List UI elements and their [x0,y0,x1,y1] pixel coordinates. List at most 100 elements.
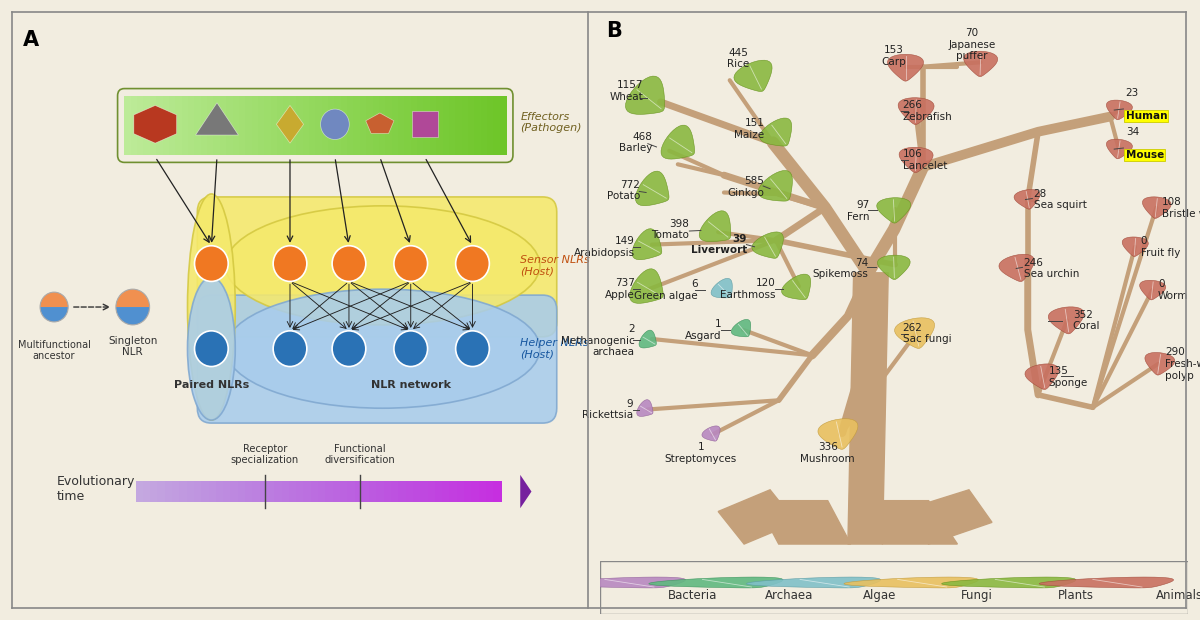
Text: 149
Arabidopsis: 149 Arabidopsis [574,236,635,257]
Bar [486,481,494,502]
Polygon shape [877,198,911,223]
Text: Receptor
specialization: Receptor specialization [230,444,299,466]
Polygon shape [134,105,176,143]
Bar [474,95,482,155]
Bar [296,95,304,155]
Polygon shape [844,577,978,588]
Text: 352
Coral: 352 Coral [1073,310,1100,331]
Bar [289,481,298,502]
Text: 39
Liverwort: 39 Liverwort [691,234,746,255]
Polygon shape [877,255,910,280]
Text: 0
Worm: 0 Worm [1158,280,1188,301]
Bar [169,95,176,155]
Bar [172,481,180,502]
Polygon shape [818,418,858,449]
Text: Algae: Algae [863,588,896,601]
Bar [290,95,298,155]
Polygon shape [700,211,731,242]
Circle shape [394,246,427,281]
Bar [427,481,436,502]
Text: B: B [606,20,622,40]
Polygon shape [649,577,784,588]
Text: Bacteria: Bacteria [667,588,716,601]
Circle shape [456,331,490,366]
Bar [464,481,473,502]
Bar [457,481,466,502]
Bar [370,481,378,502]
Polygon shape [1145,353,1175,375]
Bar [430,95,437,155]
Text: 398
Tomato: 398 Tomato [652,219,689,240]
Bar [410,95,419,155]
Bar [311,481,319,502]
Bar [208,95,215,155]
Bar [143,481,151,502]
Text: 0
Fruit fly: 0 Fruit fly [1141,236,1180,257]
Text: Fungi: Fungi [960,588,992,601]
FancyBboxPatch shape [600,561,1188,614]
Bar [347,481,355,502]
Text: 153
Carp: 153 Carp [882,45,906,66]
Bar [332,481,341,502]
Bar [442,481,451,502]
Bar [230,481,239,502]
Text: 135
Sponge: 135 Sponge [1049,366,1087,388]
Bar [137,95,144,155]
Text: 28
Sea squirt: 28 Sea squirt [1033,188,1086,210]
Bar [216,481,224,502]
Polygon shape [1106,139,1133,159]
Polygon shape [636,171,668,206]
Wedge shape [116,307,150,325]
Bar [296,481,305,502]
Text: 737
Apple: 737 Apple [605,278,635,300]
Bar [188,95,196,155]
Text: 445
Rice: 445 Rice [727,48,750,69]
Bar [398,481,407,502]
Text: Helper NLRs
(Host): Helper NLRs (Host) [521,338,589,360]
Polygon shape [899,148,934,172]
Polygon shape [551,577,685,588]
Bar [275,481,283,502]
Bar [436,95,444,155]
Text: 70
Japanese
puffer: 70 Japanese puffer [948,28,996,61]
Text: Evolutionary
time: Evolutionary time [56,475,136,503]
Bar [420,481,428,502]
Bar [164,481,173,502]
Bar [175,95,182,155]
Polygon shape [712,278,732,298]
Text: 74
Spikemoss: 74 Spikemoss [812,258,868,279]
Ellipse shape [187,277,235,420]
Bar [354,95,361,155]
Text: Animals: Animals [1156,588,1200,601]
Bar [362,481,371,502]
FancyBboxPatch shape [197,197,557,337]
Text: 262
Sac fungi: 262 Sac fungi [902,323,952,344]
Bar [341,95,348,155]
Polygon shape [625,76,665,114]
FancyBboxPatch shape [412,112,438,137]
Bar [223,481,232,502]
Bar [340,481,348,502]
Text: Mouse: Mouse [1126,150,1164,160]
Text: 1
Asgard: 1 Asgard [684,319,721,340]
Polygon shape [781,274,811,299]
Bar [328,95,336,155]
Bar [233,95,240,155]
Ellipse shape [226,289,540,408]
Bar [493,95,500,155]
Polygon shape [366,113,394,133]
Bar [150,481,158,502]
Bar [179,481,187,502]
Bar [379,95,386,155]
Text: Human: Human [1126,111,1168,121]
Text: Paired NLRs: Paired NLRs [174,379,248,389]
Text: 151
Maize: 151 Maize [734,118,764,140]
Polygon shape [1014,190,1040,209]
Text: 106
Lancelet: 106 Lancelet [902,149,947,170]
Circle shape [194,246,228,281]
Bar [377,481,385,502]
Bar [266,481,275,502]
Bar [322,95,329,155]
Bar [181,95,190,155]
Ellipse shape [187,194,235,420]
